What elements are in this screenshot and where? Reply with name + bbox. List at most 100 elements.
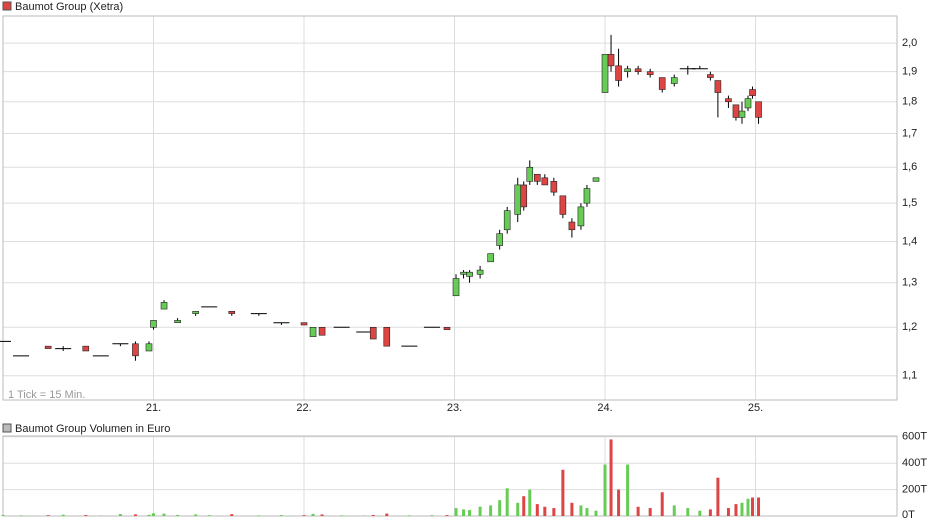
volume-bar — [751, 497, 755, 516]
candle-body — [541, 177, 549, 186]
volume-bar — [302, 515, 306, 516]
volume-bar — [46, 515, 50, 516]
volume-bar — [522, 496, 526, 516]
x-tick-label: 25. — [748, 402, 763, 414]
y-tick-label: 400T — [902, 457, 927, 469]
y-tick-label: 1,6 — [902, 161, 917, 173]
candle-body — [44, 345, 52, 349]
volume-bar — [279, 515, 283, 516]
volume-bar — [19, 515, 23, 516]
y-tick-label: 1,5 — [902, 197, 917, 209]
volume-bar — [407, 515, 411, 516]
candle-body — [658, 77, 666, 90]
volume-bar — [371, 514, 375, 516]
volume-bar — [603, 464, 607, 516]
legend-label: Baumot Group Volumen in Euro — [15, 423, 170, 435]
candle-body — [460, 271, 467, 275]
legend-swatch — [2, 1, 12, 11]
volume-bar — [462, 509, 466, 516]
volume-bar — [594, 510, 598, 516]
volume-bar — [746, 498, 750, 516]
volume-bar — [561, 469, 565, 516]
volume-bar — [118, 514, 122, 516]
volume-bar — [648, 508, 652, 516]
volume-bar — [708, 509, 712, 516]
volume-bar — [543, 506, 547, 516]
volume-bar — [498, 500, 502, 516]
volume-bar — [162, 513, 166, 516]
candle-body — [476, 269, 484, 275]
y-tick-label: 1,7 — [902, 127, 917, 139]
volume-bar — [454, 508, 458, 516]
volume-bar — [609, 439, 613, 516]
candle-body — [466, 271, 473, 277]
volume-bar — [362, 515, 366, 516]
volume-bar — [570, 502, 574, 516]
candle-body — [583, 188, 591, 204]
y-tick-label: 1,4 — [902, 235, 917, 247]
candle-body — [160, 302, 168, 310]
volume-bar — [194, 514, 198, 516]
x-tick-label: 23. — [447, 402, 462, 414]
volume-bar — [445, 515, 449, 516]
candle-body — [670, 77, 678, 84]
candle-body — [443, 327, 451, 330]
candle-body — [707, 74, 714, 78]
volume-bar — [660, 492, 664, 516]
candle-body — [82, 345, 90, 352]
volume-bar — [734, 504, 738, 516]
candle-body — [634, 68, 642, 72]
candle-body — [318, 327, 326, 336]
volume-bar — [686, 508, 690, 516]
volume-bar — [147, 514, 151, 516]
candle-body — [369, 327, 377, 340]
y-tick-label: 1,9 — [902, 66, 917, 78]
candle-body — [150, 320, 157, 328]
volume-bar — [320, 514, 324, 516]
volume-bar — [626, 464, 630, 516]
y-tick-label: 1,8 — [902, 96, 917, 108]
volume-bar — [468, 510, 472, 516]
volume-bar — [716, 477, 720, 516]
candle-body — [601, 54, 609, 93]
x-tick-label: 22. — [296, 402, 311, 414]
candle-body — [145, 343, 153, 352]
candle-body — [452, 278, 460, 297]
x-tick-label: 21. — [146, 402, 161, 414]
interval-note: 1 Tick = 15 Min. — [8, 389, 85, 401]
candle-body — [383, 327, 391, 347]
y-tick-label: 200T — [902, 484, 927, 496]
volume-bar — [176, 514, 180, 516]
volume-bar — [84, 515, 88, 516]
candle-body — [533, 173, 541, 182]
volume-bar — [311, 513, 315, 516]
volume-bar — [636, 506, 640, 516]
volume-bar — [757, 497, 761, 516]
y-tick-label: 2,0 — [902, 37, 917, 49]
volume-bar — [617, 489, 621, 516]
candle-body — [744, 98, 752, 109]
volume-bar — [207, 515, 211, 516]
plot-frame — [2, 435, 898, 517]
volume-bar — [489, 505, 493, 516]
candle-body — [487, 253, 494, 263]
candle-body — [749, 89, 756, 96]
candle-body — [624, 68, 631, 72]
candle-body — [738, 110, 746, 118]
candle-body — [132, 343, 139, 357]
legend-swatch — [2, 423, 12, 433]
candle-body — [550, 181, 558, 193]
y-tick-label: 0T — [902, 509, 915, 521]
volume-bar — [726, 508, 730, 516]
candle-body — [732, 104, 740, 118]
volume-bar — [740, 502, 744, 516]
volume-bar — [133, 514, 137, 516]
volume-bar — [672, 505, 676, 516]
volume-bar — [579, 505, 583, 516]
candle-body — [496, 233, 503, 246]
candle-body — [615, 65, 622, 81]
y-tick-label: 1,3 — [902, 277, 917, 289]
volume-bar — [478, 506, 482, 516]
